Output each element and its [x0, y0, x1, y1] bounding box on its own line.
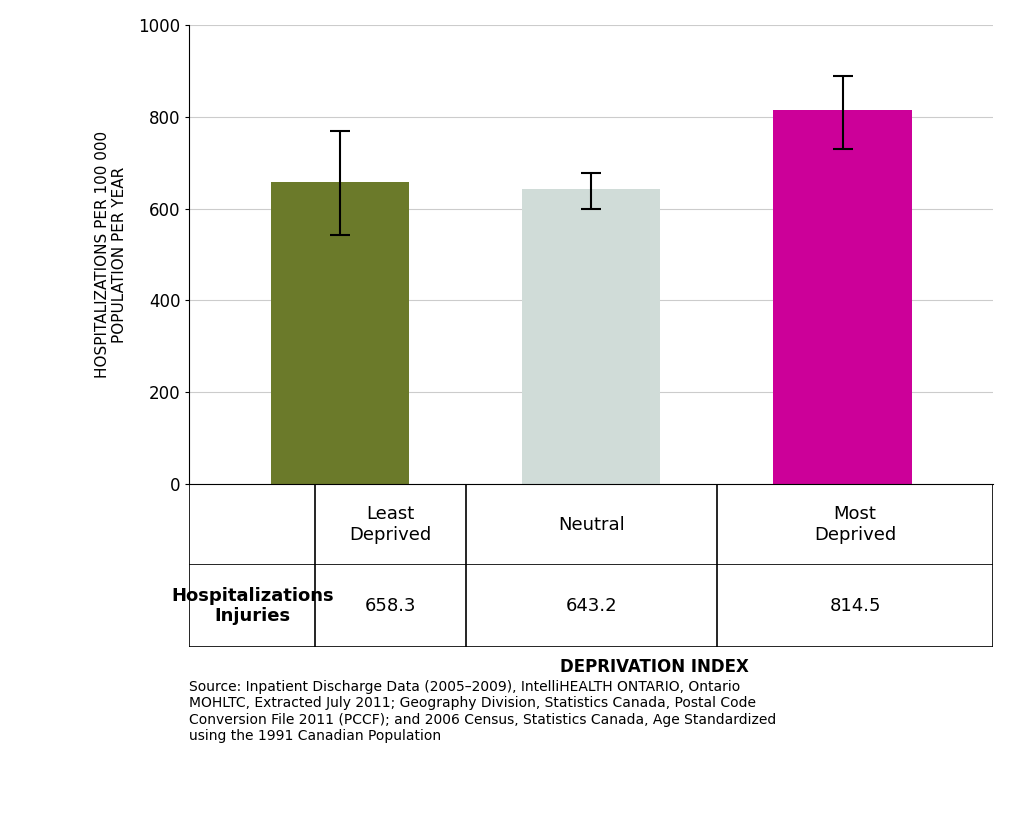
Bar [271, 182, 410, 484]
Text: Most
Deprived: Most Deprived [814, 505, 896, 544]
Text: Neutral: Neutral [558, 516, 625, 534]
Text: Least
Deprived: Least Deprived [349, 505, 431, 544]
Bar [522, 189, 660, 484]
Text: Hospitalizations
Injuries: Hospitalizations Injuries [171, 587, 334, 626]
Text: Source: Inpatient Discharge Data (2005–2009), IntelliHEALTH ONTARIO, Ontario
MOH: Source: Inpatient Discharge Data (2005–2… [189, 681, 776, 743]
Bar [773, 110, 911, 484]
Text: DEPRIVATION INDEX: DEPRIVATION INDEX [560, 658, 749, 676]
Text: 658.3: 658.3 [365, 597, 416, 615]
Y-axis label: HOSPITALIZATIONS PER 100 000
POPULATION PER YEAR: HOSPITALIZATIONS PER 100 000 POPULATION … [95, 131, 127, 378]
Text: 814.5: 814.5 [829, 597, 881, 615]
Text: 643.2: 643.2 [565, 597, 617, 615]
